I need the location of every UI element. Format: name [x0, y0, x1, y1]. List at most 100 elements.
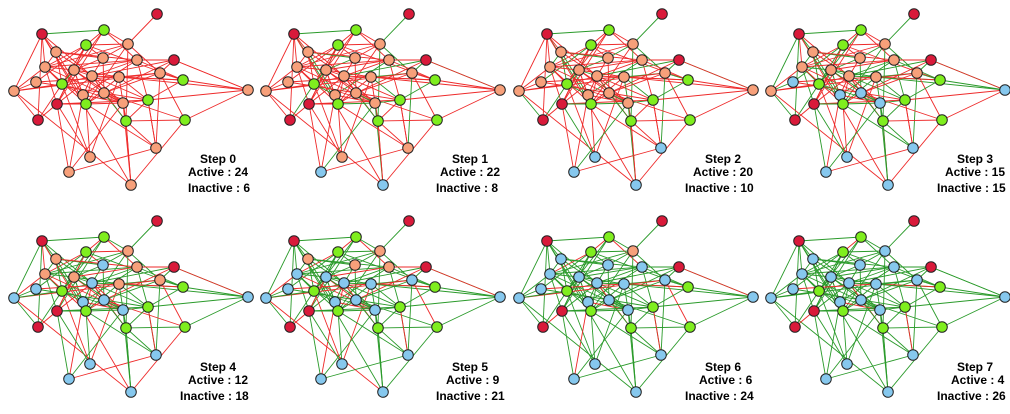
node-salmon: [122, 245, 134, 257]
edge-green: [320, 354, 409, 380]
edge-red: [313, 83, 343, 158]
edge-red: [687, 79, 754, 91]
edge-red: [518, 72, 666, 92]
node-green: [372, 115, 384, 127]
network-graph: [513, 215, 759, 398]
edge-green: [377, 327, 384, 393]
edge-green: [912, 72, 918, 149]
node-salmon: [131, 261, 143, 273]
edge-green: [44, 266, 138, 275]
edge-green: [825, 309, 881, 380]
edge-green: [561, 282, 598, 312]
edge-red: [540, 76, 625, 83]
node-salmon: [97, 52, 109, 64]
edge-green: [904, 286, 941, 308]
edge-green: [91, 266, 175, 284]
node-red: [36, 235, 48, 247]
node-blue: [630, 386, 642, 398]
node-salmon: [622, 97, 634, 109]
edge-red: [91, 59, 138, 77]
edge-red: [354, 57, 357, 94]
edge-green: [594, 283, 625, 365]
edge-red: [313, 290, 343, 365]
edge-red: [296, 59, 390, 68]
node-blue: [117, 304, 129, 316]
edge-green: [518, 297, 637, 393]
node-salmon: [513, 85, 525, 97]
edge-green: [546, 29, 610, 35]
node-salmon: [369, 97, 381, 109]
edge-green: [590, 309, 629, 312]
node-red: [51, 305, 63, 317]
step-label: Step 4: [200, 360, 237, 374]
node-salmon: [86, 70, 98, 82]
node-blue: [630, 179, 642, 191]
edge-red: [55, 258, 138, 268]
edge-red: [147, 89, 249, 101]
node-salmon: [627, 38, 639, 50]
edge-red: [85, 103, 157, 149]
node-red: [556, 305, 568, 317]
edge-green: [147, 286, 184, 308]
node-blue: [350, 294, 362, 306]
edge-red: [296, 251, 339, 275]
edge-green: [320, 102, 376, 173]
node-salmon: [50, 46, 62, 58]
node-blue: [874, 304, 886, 316]
node-red: [284, 321, 296, 333]
edge-green: [325, 276, 376, 311]
edge-green: [549, 266, 643, 275]
edge-green: [770, 297, 796, 328]
edge-red: [608, 92, 691, 121]
node-blue: [150, 349, 162, 361]
node-red: [284, 114, 296, 126]
edge-green: [379, 13, 410, 45]
node-red: [789, 114, 801, 126]
node-salmon: [122, 38, 134, 50]
edge-red: [155, 72, 161, 149]
edge-red: [560, 51, 643, 61]
edge-red: [44, 251, 87, 275]
nodes: [8, 8, 254, 191]
node-green: [177, 74, 189, 86]
edge-red: [125, 119, 186, 122]
node-green: [682, 74, 694, 86]
node-red: [420, 54, 432, 66]
node-salmon: [291, 61, 303, 73]
node-salmon: [302, 46, 314, 58]
node-green: [372, 322, 384, 334]
node-salmon: [39, 268, 51, 280]
node-green: [120, 322, 132, 334]
edge-red: [860, 29, 895, 61]
step-label: Step 0: [200, 152, 237, 166]
edge-red: [425, 59, 501, 91]
network-panel-step-5: Step 5 Active : 9 Inactive : 21: [252, 207, 506, 414]
edge-red: [518, 90, 637, 186]
node-green: [431, 114, 443, 126]
node-red: [36, 28, 48, 40]
node-green: [936, 114, 948, 126]
edge-red: [904, 99, 914, 149]
edge-green: [830, 69, 881, 104]
node-green: [561, 285, 573, 297]
edge-red: [147, 306, 157, 356]
node-red: [925, 261, 937, 273]
edge-green: [265, 290, 315, 299]
edge-green: [518, 90, 544, 121]
edge-green: [13, 240, 43, 299]
edge-green: [85, 310, 91, 365]
edge-green: [73, 276, 124, 311]
edge-red: [608, 72, 666, 94]
edge-green: [313, 236, 357, 292]
node-salmon: [113, 71, 125, 83]
edge-red: [61, 83, 91, 158]
node-green: [120, 115, 132, 127]
node-green: [177, 281, 189, 293]
node-salmon: [154, 274, 166, 286]
node-blue: [855, 87, 867, 99]
active-count: Active : 15: [945, 165, 1006, 179]
edge-red: [578, 59, 643, 71]
edge-red: [13, 90, 39, 121]
edge-green: [573, 354, 662, 380]
node-red: [168, 54, 180, 66]
